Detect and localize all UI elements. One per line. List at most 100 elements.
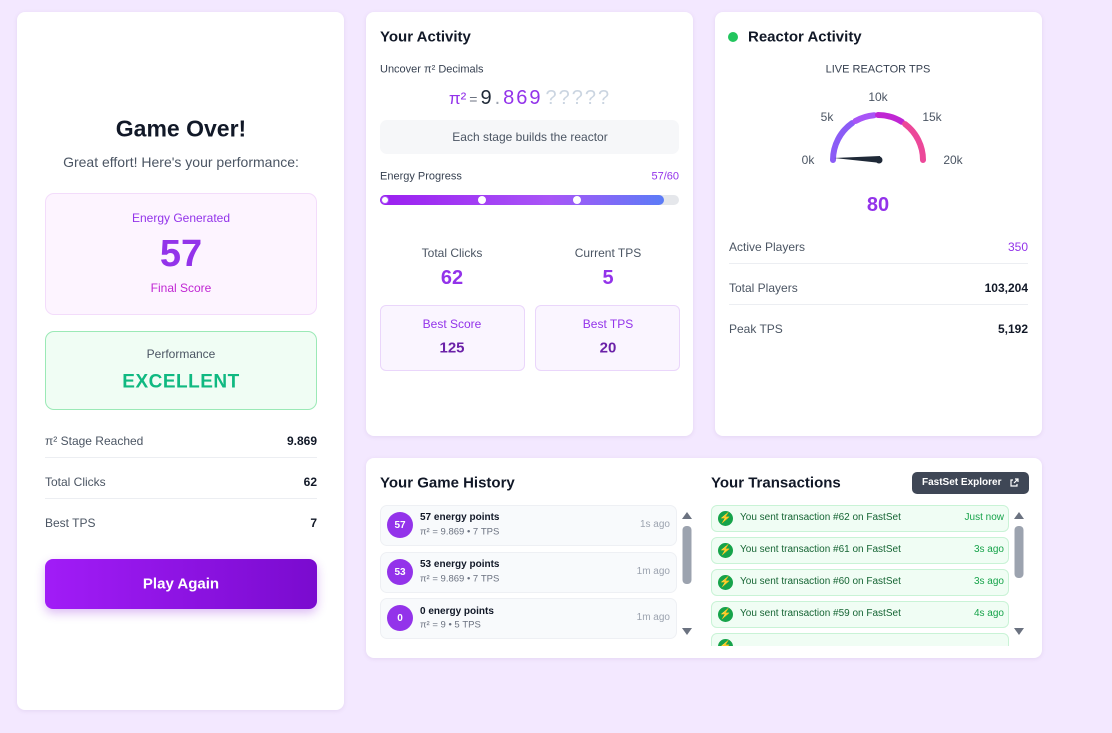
separator — [729, 263, 1028, 264]
gauge-arc — [875, 111, 905, 125]
best-label: Best TPS — [582, 317, 634, 331]
transaction-item — [711, 505, 1009, 532]
gauge-needle — [834, 156, 881, 163]
tx-text: You sent transaction #59 on FastSet — [740, 608, 901, 619]
pi-symbol: π² — [448, 89, 467, 108]
decoration — [682, 628, 692, 635]
history-item-detail: π² = 9.869 • 7 TPS — [420, 526, 500, 538]
history-item-title: 0 energy points — [420, 606, 494, 617]
pi-hidden: ????? — [545, 87, 612, 109]
progress-dot — [478, 196, 486, 204]
tx-icon: ⚡ — [718, 543, 733, 558]
history-item — [380, 598, 677, 639]
history-item-time: 1s ago — [639, 519, 670, 530]
row-value: 350 — [1007, 240, 1028, 254]
transactions-title: Your Transactions — [711, 474, 841, 492]
row-label: Total Players — [729, 281, 798, 295]
energy-label: Energy Generated — [131, 211, 231, 225]
play-again-button[interactable] — [45, 559, 317, 609]
performance-box — [45, 331, 317, 410]
external-icon — [1010, 478, 1019, 487]
tx-time: 4s ago — [973, 608, 1004, 619]
tx-icon: ⚡ — [718, 639, 733, 646]
transactions-list: ⚡ You sent transaction #62 on FastSet Ju… — [700, 503, 1012, 646]
gauge-arc — [852, 112, 878, 124]
progress-value: 57/60 — [651, 170, 679, 183]
hint-box — [380, 120, 679, 154]
tx-icon: ⚡ — [718, 607, 733, 622]
tx-time: 3s ago — [973, 576, 1004, 587]
game-over-subtitle: Great effort! Here's your performance: — [63, 154, 299, 170]
history-badge: 0 — [387, 605, 413, 631]
stat-value: 62 — [303, 475, 317, 489]
row-value: 5,192 — [997, 322, 1028, 336]
transactions-scrollbar[interactable] — [1013, 510, 1025, 638]
performance-label: Performance — [146, 347, 216, 361]
history-item-title: 57 energy points — [420, 512, 500, 523]
stat-value: 5 — [602, 267, 614, 289]
progress-dot — [573, 196, 581, 204]
history-scrollbar[interactable] — [681, 510, 693, 638]
stat-label: Total Clicks — [421, 246, 483, 260]
play-again-label: Play Again — [142, 575, 220, 593]
row-label: Peak TPS — [729, 322, 783, 336]
stat-label: π² Stage Reached — [45, 434, 144, 448]
pi-dot: . — [494, 87, 501, 109]
separator — [45, 498, 317, 499]
performance-value: EXCELLENT — [122, 371, 240, 393]
gauge-tick: 5k — [820, 110, 834, 124]
pi-integer: 9 — [480, 87, 492, 109]
explorer-button[interactable] — [912, 472, 1029, 494]
progress-fill — [380, 195, 665, 205]
gauge-tick: 0k — [801, 153, 815, 167]
gauge-hub — [875, 156, 883, 164]
energy-value: 57 — [159, 233, 203, 275]
separator — [729, 304, 1028, 305]
tx-text: You sent transaction #62 on FastSet — [740, 512, 901, 523]
pi-equals: = — [469, 91, 478, 107]
stat-label: Total Clicks — [45, 475, 106, 489]
tx-icon: ⚡ — [718, 575, 733, 590]
decoration — [682, 526, 692, 584]
best-label: Best Score — [422, 317, 482, 331]
history-item-title: 53 energy points — [420, 559, 500, 570]
reactor-title: Reactor Activity — [748, 28, 862, 46]
best-value: 20 — [599, 339, 617, 357]
stat-label: Best TPS — [45, 516, 96, 530]
status-dot — [728, 32, 738, 42]
transaction-item — [711, 633, 1009, 646]
history-item-detail: π² = 9.869 • 7 TPS — [420, 573, 500, 585]
energy-box — [45, 193, 317, 315]
activity-card — [366, 12, 693, 436]
history-item — [380, 552, 677, 593]
progress-label: Energy Progress — [380, 170, 462, 183]
decoration — [1014, 526, 1024, 578]
best-box — [380, 305, 525, 371]
gauge-tick: 20k — [943, 153, 963, 167]
stat-value: 9.869 — [286, 434, 317, 448]
stat-value: 7 — [310, 516, 317, 530]
history-title: Your Game History — [380, 474, 515, 492]
row-value: 103,204 — [984, 281, 1028, 295]
game-over-title: Game Over! — [115, 115, 247, 142]
history-item-time: 1m ago — [636, 566, 670, 577]
history-item-time: 1m ago — [636, 612, 670, 623]
hint-text: Each stage builds the reactor — [452, 130, 608, 144]
decoration — [1014, 512, 1024, 519]
gauge-value: 80 — [866, 194, 890, 216]
gauge — [829, 111, 926, 164]
gauge-arc — [902, 121, 926, 163]
explorer-label: FastSet Explorer — [922, 477, 1002, 488]
gauge-label: LIVE REACTOR TPS — [825, 63, 931, 76]
activity-title: Your Activity — [380, 28, 471, 46]
energy-caption: Final Score — [150, 281, 212, 295]
gauge-arc — [829, 120, 856, 163]
best-value: 125 — [439, 339, 465, 357]
transaction-item — [711, 569, 1009, 596]
decoration — [682, 512, 692, 519]
gauge-tick: 15k — [922, 110, 942, 124]
history-badge: 53 — [387, 559, 413, 585]
tx-text: You sent transaction #60 on FastSet — [740, 576, 901, 587]
tx-time: Just now — [964, 512, 1004, 523]
